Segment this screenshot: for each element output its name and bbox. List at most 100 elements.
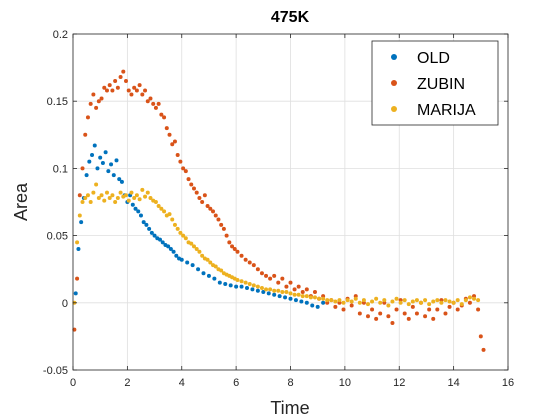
data-point	[94, 182, 99, 187]
data-point	[247, 260, 252, 265]
data-point	[227, 240, 232, 245]
data-point	[370, 299, 375, 304]
data-point	[172, 139, 177, 144]
data-point	[288, 291, 293, 296]
data-point	[106, 169, 111, 174]
legend-marker	[391, 54, 397, 60]
data-point	[205, 257, 210, 262]
data-point	[119, 179, 124, 184]
data-point	[88, 200, 93, 204]
data-point	[219, 268, 224, 273]
data-point	[201, 271, 206, 276]
data-point	[230, 244, 235, 249]
data-point	[99, 193, 104, 198]
data-point	[145, 190, 150, 195]
data-point	[419, 300, 423, 305]
data-point	[104, 190, 109, 195]
data-point	[467, 300, 472, 305]
data-point	[104, 88, 109, 93]
data-point	[223, 281, 228, 286]
data-point	[329, 298, 334, 303]
data-point	[349, 303, 354, 308]
data-point	[118, 75, 123, 80]
data-point	[84, 173, 89, 178]
x-tick-label: 16	[502, 377, 514, 389]
data-point	[76, 247, 81, 252]
data-point	[394, 296, 399, 301]
data-point	[208, 206, 213, 211]
data-point	[459, 302, 464, 307]
y-tick-label: 0.1	[53, 163, 68, 175]
data-point	[402, 311, 407, 316]
legend: OLD ZUBIN MARIJA	[371, 40, 499, 126]
data-point	[374, 296, 379, 301]
data-point	[75, 276, 80, 281]
data-point	[100, 161, 105, 166]
data-point	[304, 294, 309, 299]
data-point	[140, 92, 145, 97]
data-point	[365, 314, 370, 319]
data-point	[463, 298, 468, 303]
data-point	[183, 169, 188, 174]
data-point	[212, 276, 217, 281]
data-point	[284, 290, 289, 295]
data-point	[455, 307, 460, 312]
data-point	[427, 302, 432, 307]
data-point	[349, 299, 354, 304]
data-point	[414, 298, 419, 303]
data-point	[216, 217, 221, 222]
data-point	[435, 307, 440, 312]
data-point	[268, 287, 273, 292]
data-point	[268, 276, 273, 281]
data-point	[481, 347, 486, 352]
data-point	[341, 307, 346, 312]
data-point	[145, 99, 150, 104]
data-point	[276, 288, 281, 293]
data-point	[90, 152, 95, 157]
data-point	[261, 290, 266, 295]
data-point	[166, 244, 171, 249]
data-point	[174, 253, 179, 258]
data-point	[374, 316, 379, 321]
data-point	[191, 244, 196, 249]
data-point	[293, 298, 298, 303]
data-point	[325, 298, 330, 303]
data-point	[77, 213, 82, 218]
data-point	[451, 300, 456, 305]
data-point	[130, 202, 135, 207]
data-point	[140, 187, 145, 192]
data-point	[312, 290, 317, 295]
data-point	[394, 307, 399, 312]
data-point	[259, 286, 264, 291]
data-point	[357, 300, 362, 305]
data-point	[143, 88, 148, 93]
y-axis-label: Area	[11, 182, 31, 221]
y-tick-label: 0	[62, 298, 68, 310]
data-point	[110, 88, 115, 93]
legend-marker	[391, 106, 397, 112]
data-point	[175, 226, 180, 231]
data-point	[77, 193, 82, 198]
data-point	[151, 101, 156, 106]
data-point	[178, 230, 183, 235]
data-point	[202, 193, 207, 198]
data-point	[439, 300, 444, 305]
data-point	[280, 290, 285, 295]
data-point	[317, 296, 322, 301]
data-point	[427, 307, 432, 312]
data-point	[361, 298, 366, 303]
data-point	[288, 296, 293, 301]
y-tick-label: 0.05	[47, 231, 68, 243]
data-point	[205, 204, 210, 209]
data-point	[132, 195, 137, 200]
data-point	[96, 99, 101, 104]
data-point	[447, 304, 452, 309]
data-point	[96, 195, 101, 200]
x-tick-label: 0	[70, 377, 76, 389]
data-point	[129, 190, 134, 195]
data-point	[197, 195, 202, 200]
data-point	[129, 92, 134, 97]
data-point	[115, 85, 120, 90]
x-tick-label: 12	[393, 377, 405, 389]
data-point	[200, 253, 205, 258]
